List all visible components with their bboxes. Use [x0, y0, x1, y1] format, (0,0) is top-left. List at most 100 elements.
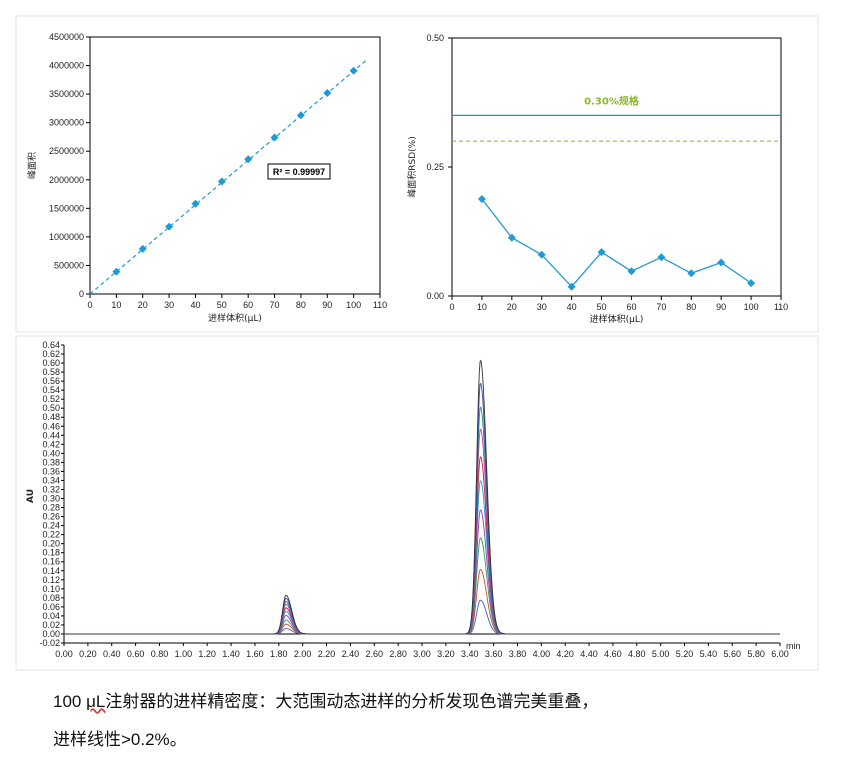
chromatogram-trace [64, 406, 780, 635]
bottom-panel-border [15, 335, 819, 671]
y-tick-label: 3000000 [49, 118, 84, 128]
y-tick-label: 4000000 [49, 61, 84, 71]
chromatogram-trace [64, 480, 780, 635]
y-tick-label: 4500000 [49, 32, 84, 42]
y-tick-label: 0.14 [42, 566, 60, 576]
x-tick-label: 10 [111, 300, 121, 310]
x-tick-label: 3.80 [509, 649, 527, 659]
x-tick-label: 1.60 [246, 649, 264, 659]
x-tick-label: 0.40 [103, 649, 121, 659]
data-point [597, 248, 606, 257]
x-tick-label: 2.60 [366, 649, 384, 659]
y-tick-label: 0.40 [42, 448, 60, 458]
y-tick-label: 0.50 [42, 403, 60, 413]
x-tick-label: 90 [716, 302, 726, 312]
y-tick-label: 3500000 [49, 89, 84, 99]
x-tick-label: 40 [190, 300, 200, 310]
x-tick-label: 3.00 [413, 649, 431, 659]
x-tick-label: 30 [537, 302, 547, 312]
chromatogram-trace [64, 509, 780, 635]
x-tick-label: 4.00 [533, 649, 551, 659]
x-tick-label: 70 [270, 300, 280, 310]
y-tick-label: 0.18 [42, 548, 60, 558]
y-tick-label: 0.20 [42, 539, 60, 549]
y-tick-label: 0.25 [426, 162, 444, 172]
x-tick-label: 60 [243, 300, 253, 310]
x-tick-label: 20 [507, 302, 517, 312]
chromatogram-trace [64, 599, 780, 635]
data-point [217, 177, 226, 186]
y-tick-label: 500000 [54, 260, 84, 270]
y-tick-label: 0.54 [42, 385, 60, 395]
x-tick-label: 4.20 [556, 649, 574, 659]
y-tick-label: 1500000 [49, 203, 84, 213]
data-point [296, 111, 305, 120]
y-tick-label: 0.58 [42, 367, 60, 377]
y-tick-label: 0.28 [42, 503, 60, 513]
data-point [477, 194, 486, 203]
x-tick-label: 110 [373, 300, 387, 310]
y-tick-label: 0.42 [42, 439, 60, 449]
y-tick-label: 0.24 [42, 521, 60, 531]
x-tick-label: 5.00 [652, 649, 670, 659]
figure: 0 500000 1000000 1500000 2000000 2500000 30000… [15, 15, 819, 671]
x-tick-label: 2.40 [342, 649, 360, 659]
x-tick-label: 0.60 [127, 649, 145, 659]
x-tick-label: 3.40 [461, 649, 479, 659]
x-axis-label: min [786, 641, 801, 651]
x-tick-label: 1.20 [198, 649, 216, 659]
x-tick-label: 50 [597, 302, 607, 312]
x-tick-label: 110 [774, 302, 788, 312]
x-tick-label: 3.20 [437, 649, 455, 659]
caption-line-2: 进样线性>0.2%。 [53, 721, 833, 759]
spec-label: 0.30%规格 [584, 94, 640, 107]
x-tick-label: 50 [217, 300, 227, 310]
y-tick-label: 0.56 [42, 376, 60, 386]
x-tick-label: 1.00 [175, 649, 193, 659]
y-tick-label: 0.62 [42, 349, 60, 359]
y-tick-label: 1000000 [49, 232, 84, 242]
y-tick-label: 0.64 [42, 340, 60, 350]
y-axis-label: 峰面积 [26, 152, 38, 179]
data-point [349, 66, 358, 75]
x-tick-label: 5.20 [676, 649, 694, 659]
y-tick-label: 0.48 [42, 412, 60, 422]
x-tick-label: 0 [449, 302, 454, 312]
chromatogram-chart: -0.020.000.020.040.060.080.100.120.140.1… [26, 340, 801, 659]
figure-caption: 100 μL注射器的进样精密度：大范围动态进样的分析发现色谱完美重叠， 进样线性… [53, 683, 833, 759]
chromatogram-trace [64, 359, 780, 635]
x-tick-label: 30 [164, 300, 174, 310]
x-tick-label: 3.60 [485, 649, 503, 659]
caption-volume-unit: μL [86, 692, 106, 711]
data-point [507, 233, 516, 242]
x-tick-label: 100 [346, 300, 361, 310]
chromatogram-trace [64, 382, 780, 635]
data-point [138, 244, 147, 253]
x-tick-label: 0.20 [79, 649, 97, 659]
y-tick-label: 0.46 [42, 421, 60, 431]
trendline [89, 59, 368, 295]
y-tick-label: 0.00 [42, 629, 60, 639]
data-point [627, 267, 636, 276]
y-tick-label: 0.52 [42, 394, 60, 404]
x-tick-label: 6.00 [771, 649, 789, 659]
figure-canvas: 0500000100000015000002000000250000030000… [15, 15, 819, 671]
data-point [567, 282, 576, 291]
y-tick-label: 0.10 [42, 584, 60, 594]
data-point [270, 133, 279, 142]
plot-frame [451, 37, 782, 297]
caption-linearity-value: >0.2% [121, 730, 170, 749]
x-tick-label: 10 [477, 302, 487, 312]
x-tick-label: 40 [567, 302, 577, 312]
caption-volume-number: 100 [53, 692, 87, 711]
y-tick-label: 0.26 [42, 512, 60, 522]
y-axis-label: AU [26, 489, 36, 503]
y-tick-label: 0.38 [42, 457, 60, 467]
y-tick-label: 0.08 [42, 593, 60, 603]
x-tick-label: 70 [656, 302, 666, 312]
r2-box [267, 163, 331, 180]
data-point [657, 253, 666, 262]
data-point [717, 258, 726, 267]
chromatogram-trace [64, 569, 780, 635]
plot-frame [89, 36, 381, 295]
